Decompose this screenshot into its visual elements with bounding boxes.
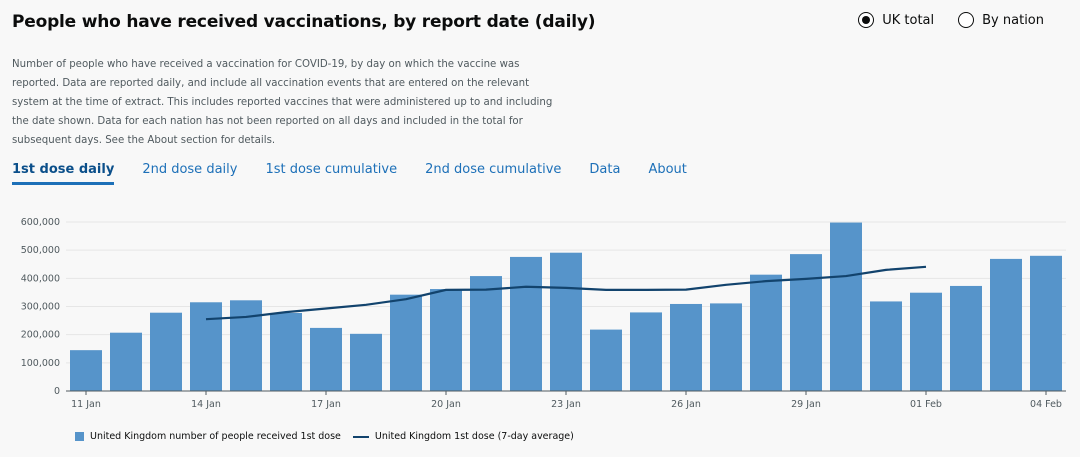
legend-line-label: United Kingdom 1st dose (7-day average) — [374, 431, 574, 442]
x-tick-label: 17 Jan — [311, 399, 341, 410]
x-tick-label: 26 Jan — [671, 399, 701, 410]
bar — [670, 303, 702, 391]
bar — [150, 312, 182, 391]
bar — [70, 350, 102, 391]
chart-legend: United Kingdom number of people received… — [75, 431, 574, 442]
vaccination-chart: 0 100,000 200,000 300,000 400,000 500,000 600,… — [21, 217, 1066, 410]
tab-1st-dose-cumulative[interactable]: 1st dose cumulative — [265, 162, 398, 177]
average-line — [205, 265, 927, 321]
legend-item-bar[interactable]: United Kingdom number of people received… — [75, 431, 341, 442]
radio-uk-total[interactable]: UK total — [858, 12, 934, 28]
x-tick-label: 20 Jan — [431, 399, 461, 410]
y-tick-label: 300,000 — [21, 302, 60, 313]
tab-data[interactable]: Data — [589, 162, 621, 177]
radio-by-nation[interactable]: By nation — [958, 12, 1044, 28]
y-tick-label: 100,000 — [21, 358, 60, 369]
bar — [430, 289, 462, 391]
page-title: People who have received vaccinations, b… — [12, 12, 596, 32]
legend-bar-label: United Kingdom number of people received… — [90, 431, 341, 442]
bar — [790, 254, 822, 391]
bar — [190, 302, 222, 391]
x-tick-label: 01 Feb — [910, 399, 942, 410]
y-tick-label: 400,000 — [21, 273, 60, 284]
bar — [750, 274, 782, 391]
bar — [630, 312, 662, 391]
radio-by-nation-label: By nation — [982, 12, 1044, 28]
x-tick-label: 23 Jan — [551, 399, 581, 410]
y-tick-label: 0 — [54, 386, 60, 397]
bar — [830, 222, 862, 391]
y-tick-label: 500,000 — [21, 245, 60, 256]
x-tick-label: 14 Jan — [191, 399, 221, 410]
tab-about[interactable]: About — [648, 162, 687, 177]
view-radio-group: UK total By nation — [858, 12, 1044, 28]
bar — [350, 333, 382, 391]
bar — [1030, 255, 1062, 391]
bar — [230, 300, 262, 391]
bar — [950, 285, 982, 391]
bar — [390, 294, 422, 391]
bar — [590, 329, 622, 391]
legend-line-swatch-icon — [352, 435, 369, 438]
tab-1st-dose-daily[interactable]: 1st dose daily — [12, 162, 115, 185]
bar — [710, 303, 742, 391]
legend-bar-swatch-icon — [75, 432, 84, 441]
x-tick-label: 29 Jan — [791, 399, 821, 410]
bar — [470, 276, 502, 391]
x-tick-label: 04 Feb — [1030, 399, 1062, 410]
bar — [910, 292, 942, 391]
radio-uk-total-label: UK total — [882, 12, 935, 28]
bar — [310, 327, 342, 391]
bar — [510, 256, 542, 391]
y-tick-label: 200,000 — [21, 330, 60, 341]
legend-item-line[interactable]: United Kingdom 1st dose (7-day average) — [352, 431, 574, 442]
bar — [550, 252, 582, 391]
tab-2nd-dose-cumulative[interactable]: 2nd dose cumulative — [425, 162, 562, 177]
bar — [990, 258, 1022, 391]
chart-description: Number of people who have received a vac… — [12, 59, 553, 146]
tab-bar: 1st dose daily 2nd dose daily 1st dose c… — [12, 162, 687, 185]
bar — [270, 312, 302, 391]
radio-selected-icon[interactable] — [858, 12, 875, 28]
bar — [870, 301, 902, 391]
radio-unselected-icon[interactable] — [958, 12, 975, 28]
x-tick-label: 11 Jan — [71, 399, 101, 410]
bar — [110, 332, 142, 391]
tab-2nd-dose-daily[interactable]: 2nd dose daily — [142, 162, 238, 177]
y-tick-label: 600,000 — [21, 217, 60, 228]
